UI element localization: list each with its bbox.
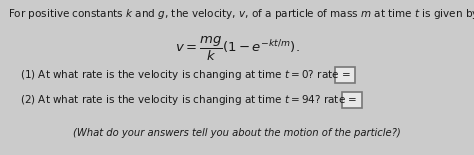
Bar	[342, 92, 362, 108]
Text: For positive constants $k$ and $g$, the velocity, $v$, of a particle of mass $m$: For positive constants $k$ and $g$, the …	[8, 7, 474, 21]
Text: (2) At what rate is the velocity is changing at time $t = 94$? rate =: (2) At what rate is the velocity is chan…	[20, 93, 357, 107]
Text: (What do your answers tell you about the motion of the particle?): (What do your answers tell you about the…	[73, 128, 401, 138]
Text: $v = \dfrac{mg}{k}\left(1 - e^{-kt/m}\right).$: $v = \dfrac{mg}{k}\left(1 - e^{-kt/m}\ri…	[174, 35, 300, 63]
Text: (1) At what rate is the velocity is changing at time $t = 0$? rate =: (1) At what rate is the velocity is chan…	[20, 68, 351, 82]
Bar	[335, 67, 355, 83]
